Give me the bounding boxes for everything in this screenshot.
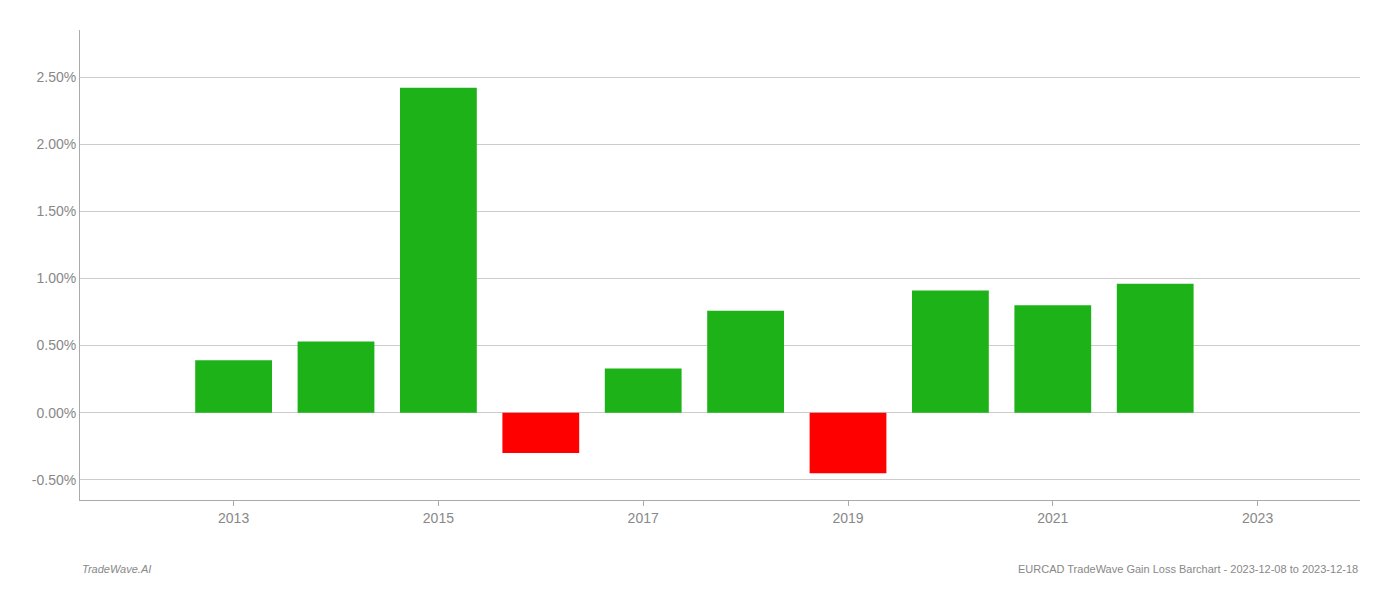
svg-text:2023: 2023 bbox=[1242, 510, 1273, 526]
svg-text:0.00%: 0.00% bbox=[36, 405, 76, 421]
svg-text:1.50%: 1.50% bbox=[36, 203, 76, 219]
svg-text:1.00%: 1.00% bbox=[36, 270, 76, 286]
svg-text:2.00%: 2.00% bbox=[36, 136, 76, 152]
svg-text:2019: 2019 bbox=[832, 510, 863, 526]
svg-text:-0.50%: -0.50% bbox=[32, 472, 76, 488]
svg-text:2021: 2021 bbox=[1037, 510, 1068, 526]
svg-text:EURCAD TradeWave Gain Loss Bar: EURCAD TradeWave Gain Loss Barchart - 20… bbox=[1018, 563, 1358, 575]
svg-text:2.50%: 2.50% bbox=[36, 69, 76, 85]
svg-text:TradeWave.AI: TradeWave.AI bbox=[82, 563, 151, 575]
svg-text:2015: 2015 bbox=[423, 510, 454, 526]
svg-text:2017: 2017 bbox=[628, 510, 659, 526]
svg-text:2013: 2013 bbox=[218, 510, 249, 526]
svg-text:0.50%: 0.50% bbox=[36, 337, 76, 353]
